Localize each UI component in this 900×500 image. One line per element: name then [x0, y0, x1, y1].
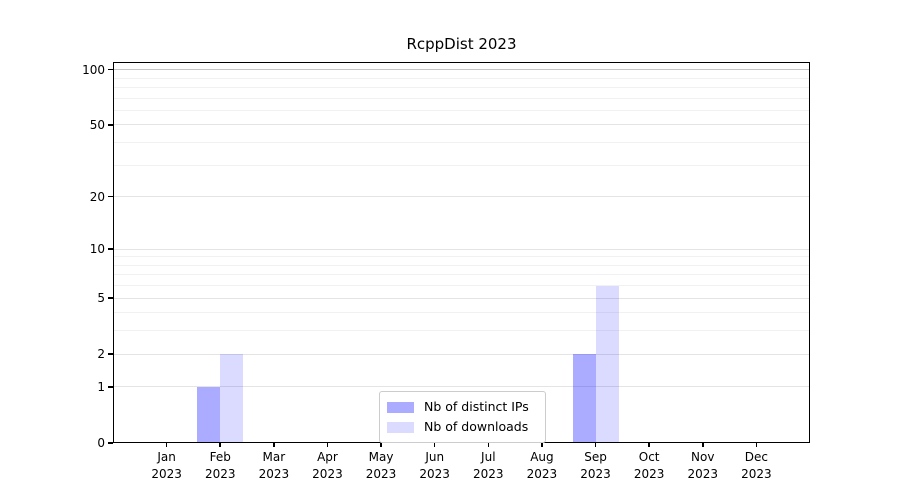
y-tick-label: 20 — [89, 189, 105, 204]
y-tick-label: 1 — [97, 379, 105, 394]
major-gridline — [113, 248, 810, 250]
x-tick-label: Jul 2023 — [473, 450, 504, 481]
y-tick-mark — [108, 442, 113, 444]
x-tick-label: Dec 2023 — [741, 450, 772, 481]
x-tick-mark — [594, 443, 597, 447]
minor-gridline — [113, 109, 810, 111]
minor-gridline — [113, 330, 810, 332]
y-tick-mark — [108, 386, 113, 388]
major-gridline — [113, 353, 810, 355]
x-tick-mark — [487, 443, 490, 447]
x-tick-label: Jan 2023 — [151, 450, 182, 481]
major-gridline — [113, 297, 810, 299]
bar-distinct-ips — [197, 386, 221, 443]
y-tick-mark — [108, 297, 113, 299]
x-tick-mark — [648, 443, 650, 447]
major-gridline — [113, 196, 810, 198]
x-tick-label: Aug 2023 — [526, 450, 558, 481]
y-tick-label: 100 — [82, 62, 105, 77]
chart-title: RcppDist 2023 — [406, 35, 517, 53]
minor-gridline — [113, 264, 810, 266]
x-tick-label: Jun 2023 — [419, 450, 450, 481]
y-tick-label: 5 — [97, 291, 105, 306]
minor-gridline — [113, 142, 810, 144]
plot-area — [113, 62, 810, 443]
x-tick-mark — [380, 443, 382, 447]
x-tick-mark — [541, 443, 543, 447]
y-tick-mark — [108, 124, 113, 126]
minor-gridline — [113, 285, 810, 287]
y-tick-label: 0 — [97, 436, 105, 450]
x-tick-mark — [219, 443, 221, 447]
x-tick-label: Apr 2023 — [312, 450, 343, 481]
minor-gridline — [113, 312, 810, 314]
minor-gridline — [113, 97, 810, 99]
legend-swatch — [387, 421, 414, 433]
legend-label: Nb of distinct IPs — [424, 399, 529, 414]
minor-gridline — [113, 86, 810, 88]
minor-gridline — [113, 77, 810, 79]
legend-box: Nb of distinct IPs Nb of downloads — [379, 391, 546, 443]
major-gridline — [113, 69, 810, 71]
bar-downloads — [595, 285, 619, 443]
bar-distinct-ips — [572, 354, 596, 443]
minor-gridline — [113, 164, 810, 166]
x-tick-label: May 2023 — [365, 450, 397, 481]
minor-gridline — [113, 274, 810, 276]
legend-swatch — [387, 401, 414, 413]
legend-row: Nb of distinct IPs — [387, 397, 538, 417]
y-tick-label: 2 — [97, 347, 105, 362]
y-tick-label: 10 — [89, 242, 105, 256]
x-tick-label: Sep 2023 — [580, 450, 611, 481]
minor-gridline — [113, 256, 810, 258]
x-tick-mark — [273, 443, 275, 447]
bar-downloads — [220, 354, 244, 443]
y-tick-label: 50 — [89, 117, 105, 132]
major-gridline — [113, 386, 810, 388]
major-gridline — [113, 124, 810, 126]
x-tick-mark — [433, 443, 436, 447]
y-tick-mark — [108, 353, 113, 355]
x-tick-mark — [165, 443, 168, 447]
legend-row: Nb of downloads — [387, 417, 538, 437]
y-tick-mark — [108, 195, 113, 198]
x-tick-label: Oct 2023 — [633, 450, 665, 481]
y-tick-mark — [108, 248, 113, 250]
x-tick-mark — [326, 443, 329, 447]
bars-layer — [113, 62, 810, 443]
x-tick-label: Mar 2023 — [258, 450, 290, 481]
x-tick-mark — [755, 443, 758, 447]
y-tick-mark — [108, 68, 113, 71]
x-tick-label: Nov 2023 — [687, 450, 719, 481]
x-tick-label: Feb 2023 — [204, 450, 236, 481]
legend-label: Nb of downloads — [424, 419, 529, 434]
gridlines-layer — [113, 62, 810, 443]
x-tick-mark — [702, 443, 704, 447]
